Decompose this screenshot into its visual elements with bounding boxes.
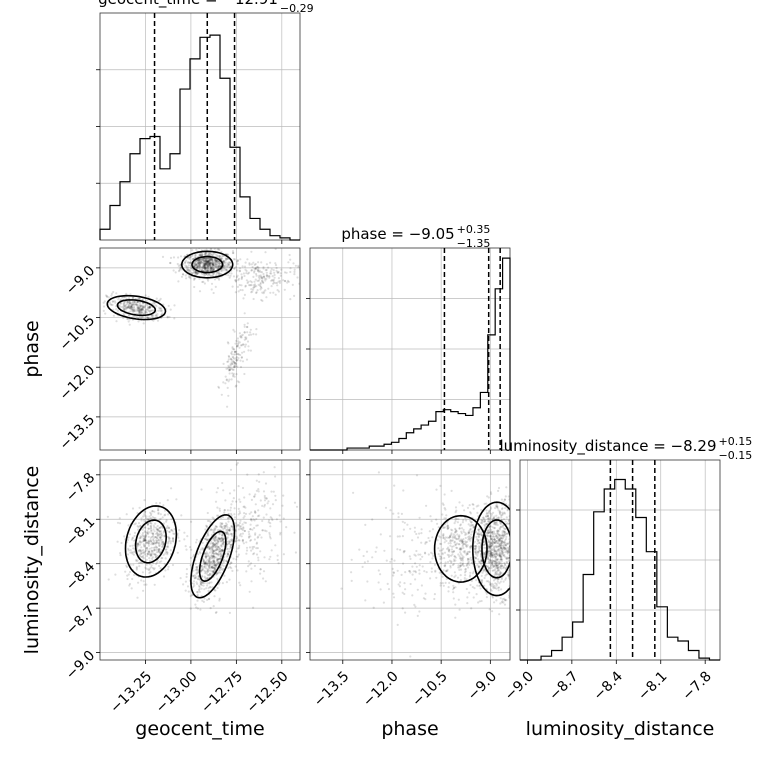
xtick-label-phase-0: −13.5 bbox=[311, 668, 353, 710]
xtick-label-luminosity_distance-0: −9.0 bbox=[502, 668, 537, 703]
xtick-label-luminosity_distance-3: −8.1 bbox=[635, 668, 670, 703]
title-phase: phase = −9.05 bbox=[341, 225, 454, 243]
panels-layer bbox=[96, 12, 721, 664]
ytick-label-phase-3: −9.0 bbox=[63, 263, 98, 298]
title-phase-err-plus: +0.35 bbox=[457, 223, 491, 236]
title-geocent_time-err-plus: +0.15 bbox=[280, 0, 314, 1]
ylabel-luminosity_distance: luminosity_distance bbox=[21, 466, 43, 655]
ytick-label-phase-2: −10.5 bbox=[57, 313, 99, 355]
xlabel-luminosity_distance: luminosity_distance bbox=[526, 718, 715, 740]
scatter-luminosity_distance-vs-geocent_time-points bbox=[106, 461, 299, 615]
ytick-label-phase-0: −13.5 bbox=[57, 412, 99, 454]
title-geocent_time-err-minus: −0.29 bbox=[280, 2, 314, 15]
scatter-luminosity_distance-vs-geocent_time-frame bbox=[99, 459, 301, 661]
ytick-label-luminosity_distance-3: −8.1 bbox=[63, 514, 98, 549]
scatter-luminosity_distance-vs-phase-contour-2 bbox=[433, 514, 488, 583]
xtick-label-geocent_time-1: −13.00 bbox=[153, 668, 201, 716]
ytick-label-luminosity_distance-4: −7.8 bbox=[63, 470, 98, 505]
title-luminosity_distance-err-plus: +0.15 bbox=[719, 435, 753, 448]
scatter-phase-vs-geocent_time-contour-3 bbox=[106, 294, 167, 321]
scatter-phase-vs-geocent_time-contour-1 bbox=[180, 250, 234, 279]
xtick-label-luminosity_distance-2: −8.4 bbox=[591, 668, 626, 703]
scatter-luminosity_distance-vs-phase-points bbox=[340, 471, 510, 658]
scatter-luminosity_distance-vs-geocent_time-contour-0 bbox=[134, 519, 168, 564]
scatter-luminosity_distance-vs-geocent_time-contour-2 bbox=[198, 530, 227, 583]
scatter-phase-vs-geocent_time-frame bbox=[99, 247, 301, 451]
hist-phase-step bbox=[310, 257, 511, 451]
scatter-luminosity_distance-vs-geocent_time-contour-1 bbox=[124, 505, 178, 578]
scatter-luminosity_distance-vs-phase-contour-0 bbox=[481, 519, 510, 579]
scatter-phase-vs-geocent_time-contour-0 bbox=[191, 255, 224, 274]
ytick-label-luminosity_distance-2: −8.4 bbox=[63, 559, 98, 594]
hist-luminosity_distance-step bbox=[520, 478, 720, 661]
xtick-label-geocent_time-2: −12.75 bbox=[198, 668, 246, 716]
ytick-label-phase-1: −12.0 bbox=[57, 362, 99, 404]
xtick-label-luminosity_distance-4: −7.8 bbox=[680, 668, 715, 703]
ylabel-phase: phase bbox=[21, 320, 43, 377]
ytick-label-luminosity_distance-0: −9.0 bbox=[63, 648, 98, 683]
hist-geocent_time-step bbox=[99, 34, 300, 241]
title-luminosity_distance-err-minus: −0.15 bbox=[719, 449, 753, 462]
xtick-label-geocent_time-0: −13.25 bbox=[107, 668, 155, 716]
xtick-label-phase-3: −9.0 bbox=[465, 668, 500, 703]
scatter-phase-vs-geocent_time-points bbox=[102, 248, 300, 408]
xtick-label-phase-2: −10.5 bbox=[409, 668, 451, 710]
title-luminosity_distance: luminosity_distance = −8.29 bbox=[499, 437, 716, 456]
xtick-label-luminosity_distance-1: −8.7 bbox=[546, 668, 581, 703]
scatter-luminosity_distance-vs-phase-frame bbox=[309, 459, 511, 661]
xtick-label-phase-1: −12.0 bbox=[360, 668, 402, 710]
ytick-label-luminosity_distance-1: −8.7 bbox=[63, 603, 98, 638]
xtick-label-geocent_time-3: −12.50 bbox=[244, 668, 292, 716]
scatter-luminosity_distance-vs-geocent_time-contour-3 bbox=[190, 514, 236, 599]
xlabel-geocent_time: geocent_time bbox=[135, 718, 264, 740]
xlabel-phase: phase bbox=[381, 718, 438, 740]
title-phase-err-minus: −1.35 bbox=[457, 237, 491, 250]
scatter-phase-vs-geocent_time-contour-2 bbox=[116, 299, 157, 317]
title-geocent_time: geocent_time = −12.91 bbox=[98, 0, 278, 9]
scatter-luminosity_distance-vs-phase-contour-1 bbox=[471, 501, 510, 597]
